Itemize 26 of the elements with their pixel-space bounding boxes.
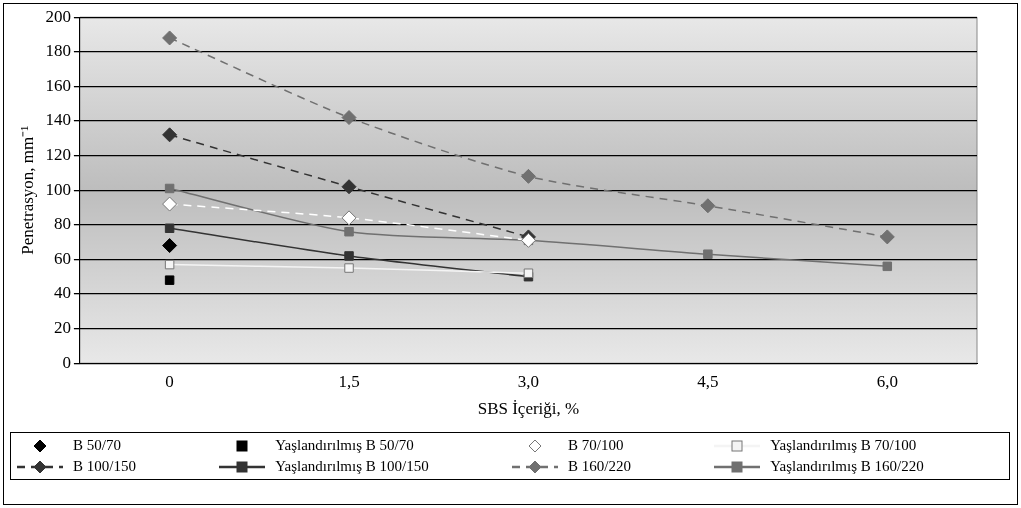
legend-label: B 50/70: [73, 437, 121, 454]
x-tick-label: 0: [165, 371, 174, 391]
legend-label: B 100/150: [73, 458, 136, 475]
legend-label: Yaşlandırılmış B 160/220: [770, 458, 924, 475]
legend-label: B 160/220: [568, 458, 631, 475]
y-tick-label: 20: [53, 318, 71, 338]
y-tick-label: 200: [45, 6, 71, 26]
y-tick-label: 140: [45, 110, 71, 130]
y-tick-label: 120: [45, 145, 71, 165]
legend-label: Yaşlandırılmış B 70/100: [770, 437, 917, 454]
legend-label: Yaşlandırılmış B 50/70: [275, 437, 414, 454]
y-tick-label: 40: [53, 283, 71, 303]
y-tick-label: 60: [53, 248, 71, 268]
legend-label: Yaşlandırılmış B 100/150: [275, 458, 429, 475]
y-tick-label: 80: [53, 214, 71, 234]
x-tick-label: 1,5: [338, 371, 360, 391]
y-tick-label: 0: [62, 352, 71, 372]
y-tick-label: 180: [45, 41, 71, 61]
y-tick-label: 100: [45, 179, 71, 199]
x-tick-label: 4,5: [697, 371, 719, 391]
legend-label: B 70/100: [568, 437, 624, 454]
x-tick-label: 3,0: [517, 371, 540, 391]
y-axis-title: Penetrasyon, mm⁻¹: [17, 125, 37, 255]
x-tick-label: 6,0: [876, 371, 898, 391]
y-tick-label: 160: [45, 75, 71, 95]
x-axis-title: SBS İçeriği, %: [477, 399, 580, 419]
